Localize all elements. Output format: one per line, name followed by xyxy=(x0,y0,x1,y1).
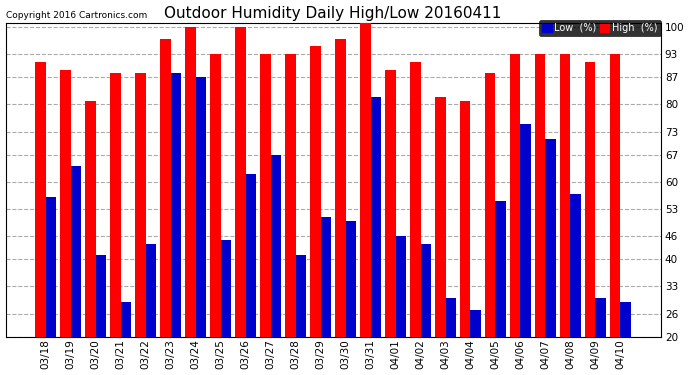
Bar xyxy=(395,236,406,337)
Bar xyxy=(460,100,471,337)
Bar xyxy=(235,27,246,337)
Bar xyxy=(495,201,506,337)
Bar xyxy=(146,244,156,337)
Bar xyxy=(196,77,206,337)
Bar xyxy=(571,194,581,337)
Bar xyxy=(160,39,170,337)
Bar xyxy=(71,166,81,337)
Bar xyxy=(285,54,295,337)
Bar xyxy=(86,100,96,337)
Bar xyxy=(595,298,606,337)
Bar xyxy=(520,124,531,337)
Bar xyxy=(620,302,631,337)
Bar xyxy=(410,62,420,337)
Bar xyxy=(210,54,221,337)
Bar xyxy=(170,74,181,337)
Bar xyxy=(60,70,71,337)
Bar xyxy=(360,23,371,337)
Legend: Low  (%), High  (%): Low (%), High (%) xyxy=(539,20,660,36)
Bar xyxy=(46,197,57,337)
Bar xyxy=(35,62,46,337)
Bar xyxy=(221,240,231,337)
Bar xyxy=(295,255,306,337)
Bar xyxy=(610,54,620,337)
Bar xyxy=(435,97,446,337)
Bar xyxy=(110,74,121,337)
Bar xyxy=(585,62,595,337)
Bar xyxy=(135,74,146,337)
Bar xyxy=(96,255,106,337)
Text: Copyright 2016 Cartronics.com: Copyright 2016 Cartronics.com xyxy=(6,11,147,20)
Bar xyxy=(471,310,481,337)
Bar xyxy=(446,298,456,337)
Bar xyxy=(371,97,381,337)
Bar xyxy=(270,155,281,337)
Bar xyxy=(510,54,520,337)
Bar xyxy=(420,244,431,337)
Title: Outdoor Humidity Daily High/Low 20160411: Outdoor Humidity Daily High/Low 20160411 xyxy=(164,6,502,21)
Bar xyxy=(485,74,495,337)
Bar xyxy=(321,217,331,337)
Bar xyxy=(246,174,256,337)
Bar xyxy=(560,54,571,337)
Bar xyxy=(260,54,270,337)
Bar xyxy=(385,70,395,337)
Bar xyxy=(346,220,356,337)
Bar xyxy=(535,54,545,337)
Bar xyxy=(310,46,321,337)
Bar xyxy=(545,139,556,337)
Bar xyxy=(121,302,131,337)
Bar xyxy=(335,39,346,337)
Bar xyxy=(185,27,196,337)
